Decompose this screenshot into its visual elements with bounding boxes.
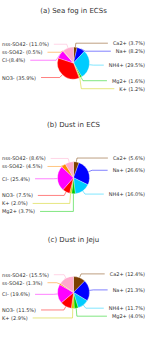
svg-text:NO3- (7.5%): NO3- (7.5%) xyxy=(2,192,33,198)
svg-text:(a) Sea fog in ECSs: (a) Sea fog in ECSs xyxy=(40,7,107,15)
svg-text:Na+ (26.6%): Na+ (26.6%) xyxy=(113,167,145,173)
svg-text:NH4+ (29.5%): NH4+ (29.5%) xyxy=(109,62,145,68)
svg-text:Cl- (25.4%): Cl- (25.4%) xyxy=(2,176,30,182)
svg-text:NO3- (11.5%): NO3- (11.5%) xyxy=(2,307,36,313)
svg-text:K+ (1.2%): K+ (1.2%) xyxy=(119,86,145,92)
svg-text:ss-SO42- (4.5%): ss-SO42- (4.5%) xyxy=(2,163,43,169)
svg-text:(c) Dust in Jeju: (c) Dust in Jeju xyxy=(48,236,99,244)
svg-text:Mg2+ (3.7%): Mg2+ (3.7%) xyxy=(2,208,35,215)
svg-text:Ca2+ (5.6%): Ca2+ (5.6%) xyxy=(113,155,145,161)
svg-text:Na+ (8.2%): Na+ (8.2%) xyxy=(116,48,145,54)
svg-text:nss-SO42- (11.0%): nss-SO42- (11.0%) xyxy=(2,41,49,47)
svg-text:Ca2+ (12.4%): Ca2+ (12.4%) xyxy=(110,271,145,277)
svg-text:K+ (2.9%): K+ (2.9%) xyxy=(2,315,28,321)
svg-text:NH4+ (16.0%): NH4+ (16.0%) xyxy=(109,191,145,197)
svg-text:(b) Dust in ECS: (b) Dust in ECS xyxy=(47,121,100,129)
svg-text:ss-SO42- (1.3%): ss-SO42- (1.3%) xyxy=(2,280,43,286)
svg-text:Mg2+ (1.6%): Mg2+ (1.6%) xyxy=(112,78,145,85)
svg-text:Na+ (21.3%): Na+ (21.3%) xyxy=(113,287,145,293)
svg-text:ss-SO42- (0.5%): ss-SO42- (0.5%) xyxy=(2,49,43,55)
svg-text:Cl-(8.4%): Cl-(8.4%) xyxy=(2,57,25,63)
svg-text:Mg2+ (4.0%): Mg2+ (4.0%) xyxy=(112,313,145,320)
svg-text:nss-SO42- (15.5%): nss-SO42- (15.5%) xyxy=(2,272,49,278)
svg-text:Ca2+ (3.7%): Ca2+ (3.7%) xyxy=(113,40,145,46)
svg-text:NH4+ (11.7%): NH4+ (11.7%) xyxy=(109,305,145,311)
svg-text:Cl- (19.6%): Cl- (19.6%) xyxy=(2,291,30,297)
svg-text:K+ (2.0%): K+ (2.0%) xyxy=(2,200,28,206)
svg-text:NO3- (35.9%): NO3- (35.9%) xyxy=(2,75,36,81)
svg-text:nss-SO42- (8.6%): nss-SO42- (8.6%) xyxy=(2,155,46,161)
